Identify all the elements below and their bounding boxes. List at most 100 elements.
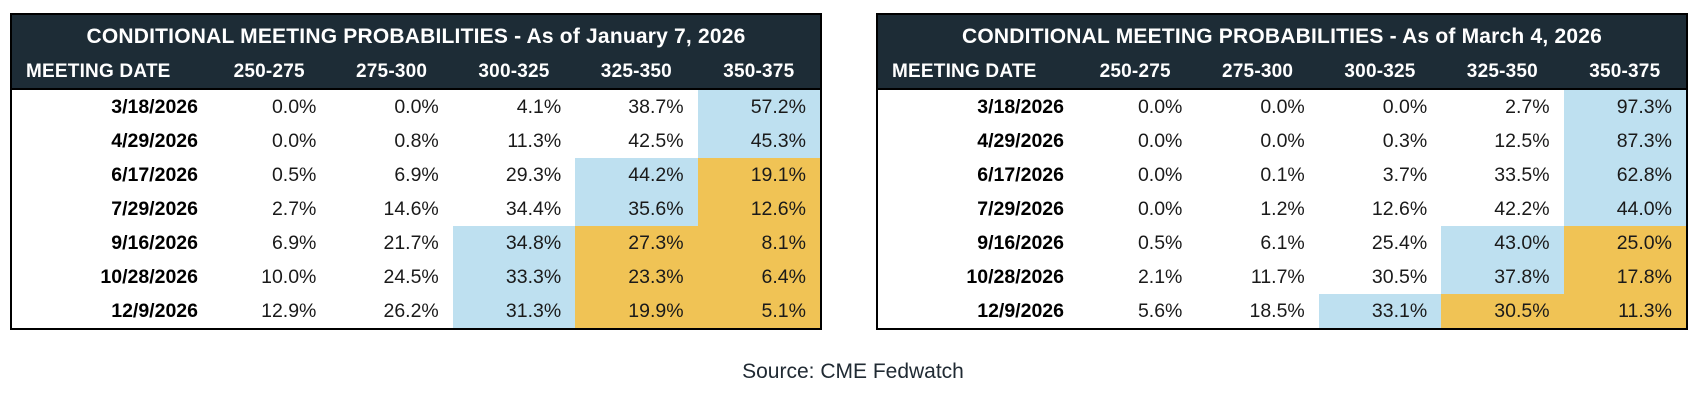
probability-cell: 18.5% [1249, 299, 1305, 322]
probability-cell: 6.9% [271, 231, 317, 254]
meeting-probabilities-table-march: CONDITIONAL MEETING PROBABILITIES - As o… [876, 13, 1688, 330]
header-row: MEETING DATE 250-275 275-300 300-325 325-350… [12, 55, 820, 90]
probability-cell: 3.7% [1382, 163, 1428, 186]
table-row: 12/9/2026 12.9% 26.2% 31.3% 19.9% 5.1% [12, 294, 820, 328]
table-row: 9/16/2026 0.5% 6.1% 25.4% 43.0% 25.0% [878, 226, 1686, 260]
meeting-date-cell: 4/29/2026 [977, 129, 1064, 152]
column-header-325-350: 325-350 [575, 55, 698, 90]
probability-cell: 0.8% [394, 129, 439, 152]
probability-cell: 25.0% [1563, 226, 1686, 260]
probability-cell: 0.5% [1137, 231, 1183, 254]
meeting-date-cell: 10/28/2026 [100, 265, 198, 288]
table-row: 6/17/2026 0.5% 6.9% 29.3% 44.2% 19.1% [12, 158, 820, 192]
probability-cell: 45.3% [697, 124, 820, 158]
probability-cell: 0.1% [1260, 163, 1305, 186]
meeting-date-cell: 9/16/2026 [111, 231, 198, 254]
probability-cell: 27.3% [575, 226, 698, 260]
meeting-probabilities-table-january: CONDITIONAL MEETING PROBABILITIES - As o… [10, 13, 822, 330]
table-row: 12/9/2026 5.6% 18.5% 33.1% 30.5% 11.3% [878, 294, 1686, 328]
table-header: MEETING DATE 250-275 275-300 300-325 325-350… [12, 55, 820, 90]
meeting-date-cell: 7/29/2026 [111, 197, 198, 220]
probability-cell: 31.3% [452, 294, 576, 328]
probability-cell: 21.7% [383, 231, 439, 254]
probability-cell: 33.1% [1318, 294, 1442, 328]
probability-cell: 87.3% [1563, 124, 1686, 158]
probability-cell: 0.0% [271, 95, 317, 118]
probability-cell: 33.5% [1494, 163, 1550, 186]
table-body: 3/18/2026 0.0% 0.0% 4.1% 38.7% 57.2% 4/29/2026… [12, 89, 820, 328]
probability-cell: 10.0% [261, 265, 317, 288]
probability-cell: 25.4% [1371, 231, 1428, 254]
probability-cell: 29.3% [505, 163, 562, 186]
meeting-date-cell: 6/17/2026 [111, 163, 198, 186]
meeting-date-cell: 6/17/2026 [977, 163, 1064, 186]
meeting-date-cell: 7/29/2026 [977, 197, 1064, 220]
probability-cell: 0.0% [1137, 163, 1183, 186]
probability-cell: 6.4% [697, 260, 820, 294]
probability-cell: 44.0% [1563, 192, 1686, 226]
column-header-350-375: 350-375 [1563, 55, 1686, 90]
column-header-250-275: 250-275 [208, 55, 331, 90]
meeting-date-cell: 3/18/2026 [977, 95, 1064, 118]
column-header-275-300: 275-300 [1196, 55, 1319, 90]
probability-cell: 12.9% [261, 299, 317, 322]
meeting-date-cell: 12/9/2026 [977, 299, 1064, 322]
probability-cell: 12.6% [697, 192, 820, 226]
meeting-date-cell: 3/18/2026 [111, 95, 198, 118]
probability-cell: 5.6% [1137, 299, 1183, 322]
source-note: Source: CME Fedwatch [742, 360, 964, 383]
probability-cell: 42.2% [1494, 197, 1550, 220]
probability-cell: 0.0% [1382, 95, 1428, 118]
probability-cell: 42.5% [628, 129, 684, 152]
probability-cell: 12.6% [1371, 197, 1428, 220]
probability-cell: 19.1% [697, 158, 820, 192]
probability-cell: 11.7% [1250, 265, 1305, 288]
probability-cell: 97.3% [1563, 89, 1686, 124]
table-body: 3/18/2026 0.0% 0.0% 0.0% 2.7% 97.3% 4/29/2026 0… [878, 89, 1686, 328]
table-row: 4/29/2026 0.0% 0.8% 11.3% 42.5% 45.3% [12, 124, 820, 158]
table-title: CONDITIONAL MEETING PROBABILITIES - As o… [878, 15, 1686, 55]
column-header-250-275: 250-275 [1074, 55, 1197, 90]
table-row: 9/16/2026 6.9% 21.7% 34.8% 27.3% 8.1% [12, 226, 820, 260]
table-row: 4/29/2026 0.0% 0.0% 0.3% 12.5% 87.3% [878, 124, 1686, 158]
probability-cell: 2.7% [271, 197, 317, 220]
probability-cell: 6.1% [1260, 231, 1305, 254]
probability-cell: 0.0% [1260, 129, 1305, 152]
column-header-275-300: 275-300 [330, 55, 453, 90]
column-header-325-350: 325-350 [1441, 55, 1564, 90]
probability-cell: 11.3% [507, 129, 562, 152]
probability-cell: 11.3% [1563, 294, 1686, 328]
probability-cell: 14.6% [383, 197, 439, 220]
meeting-date-cell: 10/28/2026 [966, 265, 1064, 288]
header-row: MEETING DATE 250-275 275-300 300-325 325-350… [878, 55, 1686, 90]
probability-cell: 0.0% [271, 129, 317, 152]
table-title: CONDITIONAL MEETING PROBABILITIES - As o… [12, 15, 820, 55]
probability-cell: 35.6% [575, 192, 698, 226]
probability-cell: 4.1% [516, 95, 562, 118]
column-header-300-325: 300-325 [452, 55, 576, 90]
meeting-date-cell: 12/9/2026 [111, 299, 198, 322]
probability-cell: 12.5% [1494, 129, 1550, 152]
column-header-meeting-date: MEETING DATE [878, 55, 1074, 90]
table-header: MEETING DATE 250-275 275-300 300-325 325-350… [878, 55, 1686, 90]
probability-cell: 37.8% [1441, 260, 1564, 294]
column-header-meeting-date: MEETING DATE [12, 55, 208, 90]
table-row: 7/29/2026 2.7% 14.6% 34.4% 35.6% 12.6% [12, 192, 820, 226]
probability-cell: 0.3% [1382, 129, 1428, 152]
probability-cell: 34.4% [505, 197, 562, 220]
probability-cell: 6.9% [394, 163, 439, 186]
probability-cell: 2.7% [1505, 95, 1550, 118]
probability-cell: 5.1% [697, 294, 820, 328]
probability-cell: 8.1% [697, 226, 820, 260]
page: CONDITIONAL MEETING PROBABILITIES - As o… [10, 13, 1688, 383]
table-row: 6/17/2026 0.0% 0.1% 3.7% 33.5% 62.8% [878, 158, 1686, 192]
probability-cell: 57.2% [697, 89, 820, 124]
meeting-date-cell: 4/29/2026 [111, 129, 198, 152]
meeting-date-cell: 9/16/2026 [977, 231, 1064, 254]
probability-cell: 1.2% [1260, 197, 1305, 220]
probability-cell: 0.0% [1137, 129, 1183, 152]
probability-cell: 2.1% [1137, 265, 1183, 288]
probability-cell: 24.5% [383, 265, 439, 288]
probability-table: MEETING DATE 250-275 275-300 300-325 325-350… [12, 55, 820, 328]
probability-table: MEETING DATE 250-275 275-300 300-325 325-350… [878, 55, 1686, 328]
